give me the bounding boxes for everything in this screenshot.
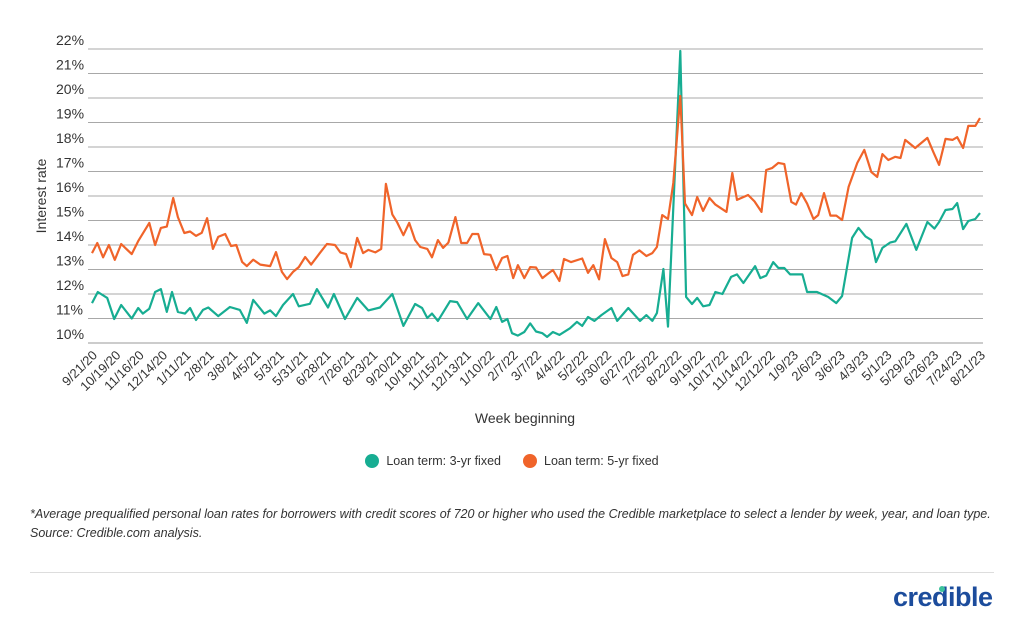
divider bbox=[30, 572, 994, 573]
series-line-3yr bbox=[91, 49, 981, 338]
y-tick-label: 13% bbox=[56, 253, 84, 269]
series-line-5yr bbox=[91, 94, 981, 283]
legend-swatch-5yr bbox=[523, 454, 537, 468]
legend-label-3yr: Loan term: 3-yr fixed bbox=[386, 454, 501, 468]
y-axis-ticks: 10% 11% 12% 13% 14% 15% 16% 17% 18% 19% 20% 21% 22% bbox=[56, 32, 84, 342]
y-tick-label: 15% bbox=[56, 204, 84, 220]
logo-dot-icon bbox=[939, 586, 945, 592]
gridlines bbox=[88, 48, 983, 344]
y-tick-label: 17% bbox=[56, 155, 84, 171]
y-tick-label: 12% bbox=[56, 277, 84, 293]
x-axis-ticks: 9/21/2010/19/2011/16/2012/14/201/11/212/… bbox=[59, 348, 988, 394]
y-axis-label: Interest rate bbox=[33, 158, 49, 233]
y-tick-label: 22% bbox=[56, 32, 84, 48]
legend-label-5yr: Loan term: 5-yr fixed bbox=[544, 454, 659, 468]
legend-item-5yr[interactable]: Loan term: 5-yr fixed bbox=[523, 454, 659, 468]
line-chart: 10%11%12%13%14%15%16%17%18%19%20%21%22% … bbox=[33, 32, 988, 426]
y-tick-label: 11% bbox=[56, 302, 83, 318]
legend-item-3yr[interactable]: Loan term: 3-yr fixed bbox=[365, 454, 501, 468]
legend-swatch-3yr bbox=[365, 454, 380, 468]
credible-logo: credible bbox=[893, 582, 993, 613]
y-tick-label: 20% bbox=[56, 81, 84, 97]
series-lines bbox=[91, 49, 981, 338]
y-tick-label: 21% bbox=[56, 57, 84, 73]
y-tick-label: 18% bbox=[56, 130, 84, 146]
y-tick-label: 14% bbox=[56, 228, 84, 244]
y-tick-label: 16% bbox=[56, 179, 84, 195]
footnote: *Average prequalified personal loan rate… bbox=[30, 507, 991, 540]
x-axis-label: Week beginning bbox=[475, 410, 575, 426]
y-tick-label: 10% bbox=[56, 326, 84, 342]
y-tick-label: 19% bbox=[56, 106, 84, 122]
legend: Loan term: 3-yr fixed Loan term: 5-yr fi… bbox=[0, 454, 1024, 468]
